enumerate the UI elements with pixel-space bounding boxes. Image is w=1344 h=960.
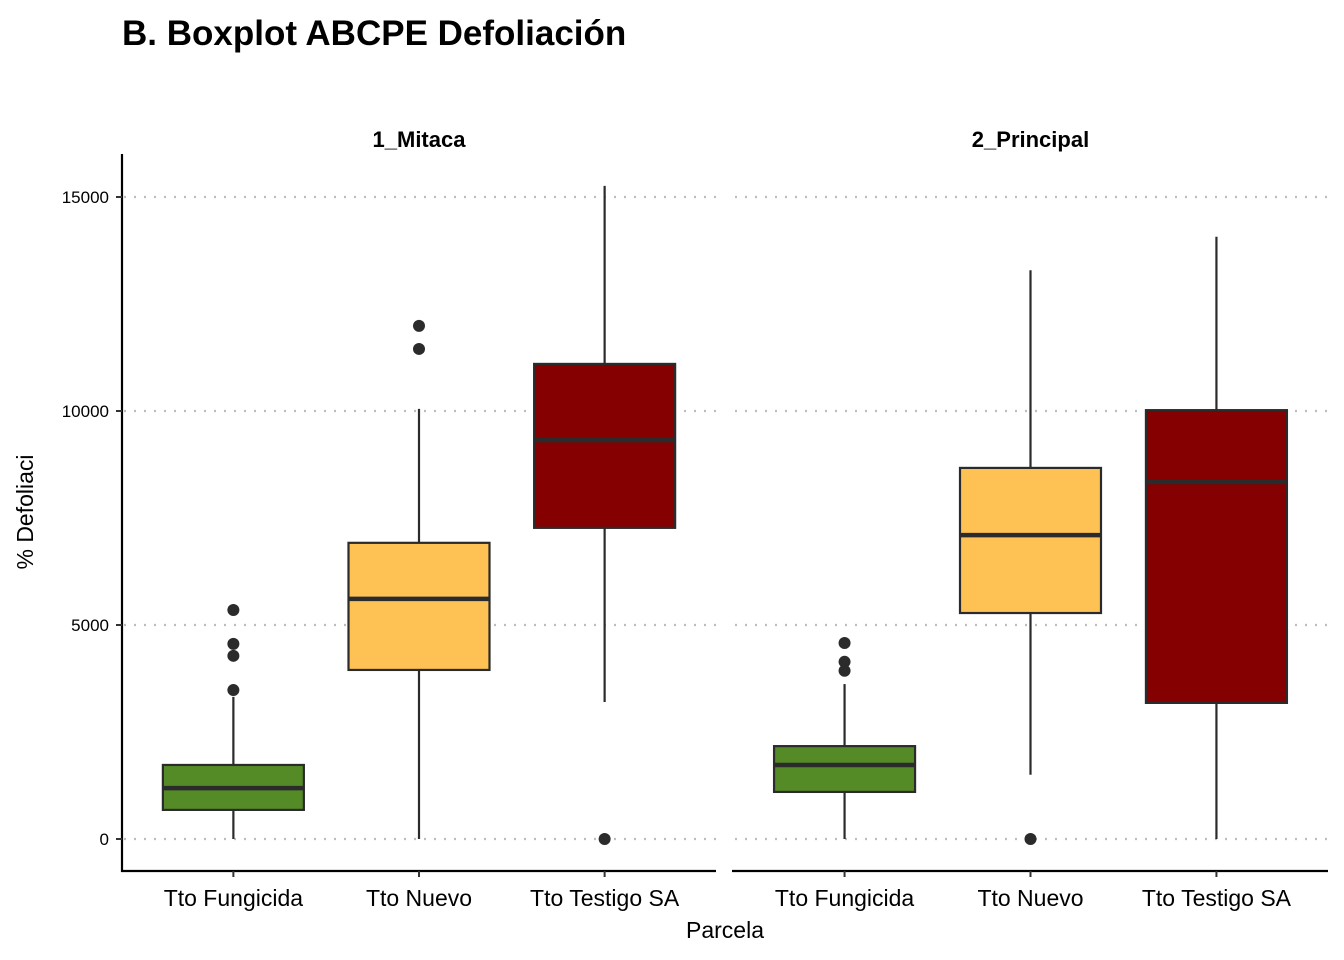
- y-tick-label: 15000: [62, 188, 109, 207]
- facet-panel-1: 1_Mitaca 0 5000 10000 15000 Tto Fungicida Tto …: [62, 127, 716, 911]
- outlier-point: [838, 664, 851, 677]
- iqr-box: [1144, 409, 1289, 704]
- facet-strip-label: 1_Mitaca: [373, 127, 467, 152]
- outlier-point: [227, 684, 240, 697]
- outlier-point: [838, 636, 851, 649]
- box-tto-nuevo: Tto Nuevo: [958, 270, 1103, 911]
- iqr-box: [533, 362, 677, 529]
- box-tto-testigo-sa: Tto Testigo SA: [530, 185, 680, 911]
- y-axis-label: % Defoliaci: [12, 454, 38, 569]
- facet-panel-2: 2_Principal Tto Fungicida Tto Nuevo Tto Tes…: [732, 127, 1328, 911]
- x-tick-label: Tto Testigo SA: [1142, 885, 1292, 911]
- y-tick-label: 0: [100, 830, 109, 849]
- outlier-point: [838, 655, 851, 668]
- x-tick-label: Tto Nuevo: [366, 885, 472, 911]
- box-tto-testigo-sa: Tto Testigo SA: [1142, 236, 1292, 911]
- outlier-point: [227, 637, 240, 650]
- x-axis-label: Parcela: [686, 917, 764, 943]
- outlier-point: [227, 649, 240, 662]
- box-tto-nuevo: Tto Nuevo: [347, 319, 491, 911]
- x-tick-label: Tto Fungicida: [775, 885, 915, 911]
- iqr-box: [347, 541, 491, 672]
- iqr-box: [958, 466, 1103, 615]
- facet-panels: 1_Mitaca 0 5000 10000 15000 Tto Fungicida Tto …: [62, 127, 1328, 911]
- facet-strip-label: 2_Principal: [972, 127, 1089, 152]
- y-tick-label: 10000: [62, 402, 109, 421]
- x-tick-label: Tto Testigo SA: [530, 885, 680, 911]
- x-tick-label: Tto Fungicida: [164, 885, 304, 911]
- x-tick-label: Tto Nuevo: [977, 885, 1083, 911]
- box-tto-fungicida: Tto Fungicida: [772, 636, 917, 911]
- y-tick-label: 5000: [71, 616, 109, 635]
- outlier-point: [227, 604, 240, 617]
- box-tto-fungicida: Tto Fungicida: [161, 604, 305, 911]
- chart-title: B. Boxplot ABCPE Defoliación: [122, 14, 626, 53]
- outlier-point: [413, 319, 425, 332]
- outlier-point: [598, 833, 611, 845]
- outlier-point: [413, 342, 425, 355]
- outlier-point: [1024, 833, 1037, 845]
- iqr-box: [772, 745, 917, 794]
